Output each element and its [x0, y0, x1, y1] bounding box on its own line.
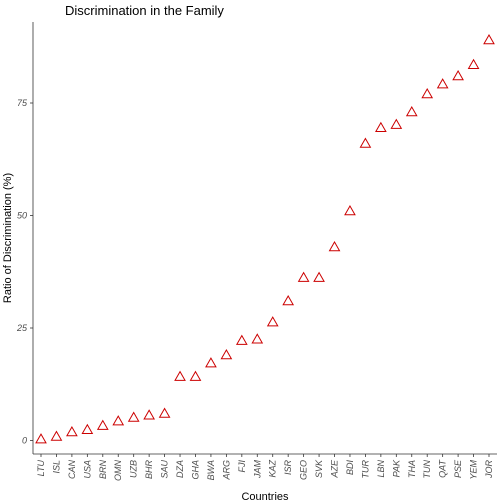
- x-tick-label-uzb: UZB: [129, 460, 139, 478]
- y-axis-label: Ratio of Discrimination (%): [2, 173, 14, 303]
- data-point-isr: [282, 294, 295, 306]
- data-point-can: [66, 425, 78, 437]
- x-tick-label-fji: FJI: [237, 460, 247, 473]
- data-point-omn: [112, 415, 125, 426]
- x-tick-label-aze: AZE: [330, 459, 340, 479]
- y-tick-label: 75: [17, 98, 28, 108]
- data-point-arg: [220, 348, 233, 360]
- x-tick-label-gha: GHA: [190, 460, 200, 480]
- x-tick-label-jor: JOR: [484, 459, 494, 479]
- x-tick-label-isr: ISR: [283, 460, 293, 476]
- x-ticks: LTU ISL CAN USA BRN OMN UZB BHR SAU DZA GHA BWA ARG F…: [36, 454, 494, 481]
- x-tick-label-pak: PAK: [391, 459, 401, 477]
- data-point-tha: [405, 105, 418, 117]
- y-tick-label: 0: [22, 436, 27, 446]
- x-tick-label-tun: TUN: [422, 460, 432, 479]
- x-tick-label-qat: QAT: [438, 459, 448, 478]
- x-tick-label-svk: SVK: [314, 459, 324, 478]
- x-tick-label-ltu: LTU: [36, 460, 46, 477]
- x-tick-label-lbn: LBN: [376, 460, 386, 478]
- x-tick-label-pse: PSE: [453, 459, 463, 478]
- x-tick-label-tur: TUR: [360, 460, 370, 479]
- data-point-uzb: [127, 411, 140, 422]
- data-point-sau: [158, 407, 171, 418]
- data-point-svk: [313, 271, 325, 282]
- data-points: [35, 33, 495, 444]
- x-tick-label-can: CAN: [67, 460, 77, 480]
- data-point-tur: [359, 137, 372, 148]
- x-tick-label-bwa: BWA: [206, 460, 216, 480]
- y-tick-label: 25: [16, 323, 28, 333]
- x-axis-label: Countries: [241, 491, 289, 503]
- data-point-pak: [390, 118, 403, 129]
- data-point-geo: [297, 271, 310, 282]
- x-tick-label-tha: THA: [407, 460, 417, 478]
- data-point-yem: [467, 58, 480, 69]
- data-point-jor: [483, 33, 495, 45]
- x-tick-label-dza: DZA: [175, 460, 185, 478]
- data-point-fji: [235, 334, 248, 345]
- data-point-tun: [421, 87, 434, 99]
- data-point-bdi: [344, 204, 356, 216]
- data-point-brn: [96, 419, 109, 430]
- data-point-bwa: [205, 357, 217, 368]
- y-ticks: 0 25 50 75: [16, 98, 33, 446]
- data-point-ltu: [35, 433, 47, 444]
- data-point-gha: [189, 370, 202, 381]
- data-point-dza: [174, 370, 186, 381]
- data-point-jam: [251, 333, 264, 344]
- x-tick-label-bhr: BHR: [144, 460, 154, 480]
- x-tick-label-usa: USA: [82, 460, 92, 479]
- y-tick-label: 50: [17, 211, 27, 221]
- x-tick-label-brn: BRN: [98, 460, 108, 480]
- chart-title: Discrimination in the Family: [65, 3, 224, 18]
- x-tick-label-jam: JAM: [252, 459, 262, 479]
- data-point-bhr: [143, 409, 155, 420]
- x-tick-label-geo: GEO: [299, 460, 309, 480]
- x-tick-label-isl: ISL: [51, 460, 61, 474]
- x-tick-label-omn: OMN: [113, 460, 123, 481]
- data-point-pse: [452, 69, 464, 81]
- x-tick-label-arg: ARG: [221, 460, 231, 481]
- data-point-usa: [81, 423, 94, 434]
- data-point-lbn: [375, 121, 387, 132]
- x-tick-label-kaz: KAZ: [268, 460, 278, 478]
- x-tick-label-bdi: BDI: [345, 460, 355, 476]
- data-point-isl: [50, 430, 63, 441]
- data-point-kaz: [266, 316, 279, 327]
- data-point-aze: [328, 240, 341, 252]
- x-tick-label-sau: SAU: [160, 460, 170, 479]
- x-tick-label-yem: YEM: [469, 460, 479, 480]
- data-point-qat: [436, 78, 449, 89]
